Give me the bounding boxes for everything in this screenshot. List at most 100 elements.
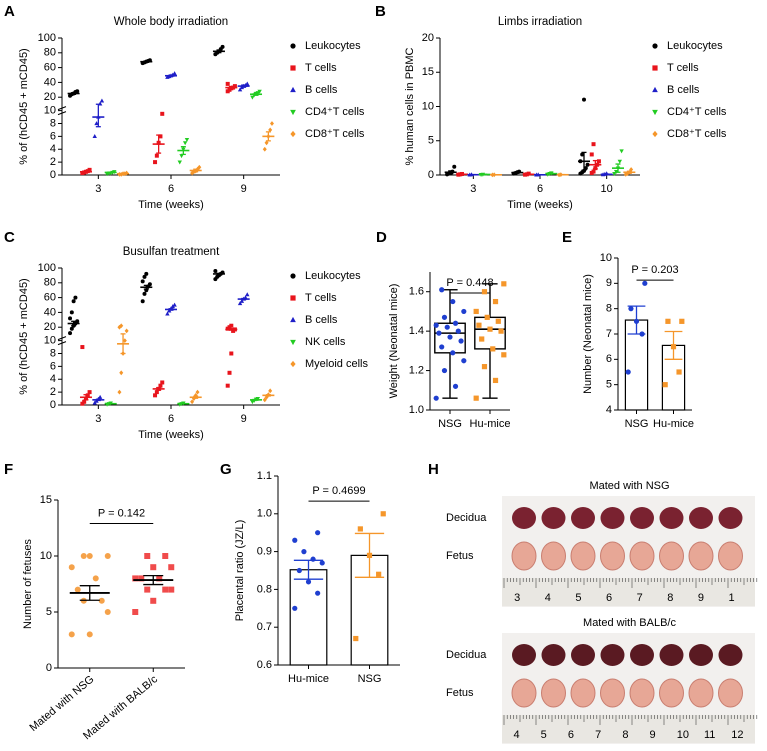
data-point xyxy=(580,152,585,157)
y-axis-label: % of (hCD45 + mCD45) xyxy=(18,278,30,394)
ruler-label: 7 xyxy=(595,729,601,741)
legend-marker xyxy=(652,109,658,116)
data-point xyxy=(87,390,92,395)
data-point xyxy=(473,308,479,315)
data-point xyxy=(237,87,243,92)
fetus xyxy=(688,541,714,571)
data-point xyxy=(623,171,628,177)
data-point xyxy=(142,291,147,296)
legend-label: CD4⁺T cells xyxy=(305,106,365,118)
fetus xyxy=(718,678,743,708)
data-point xyxy=(225,383,230,388)
decidua xyxy=(689,507,713,529)
data-point xyxy=(71,299,76,304)
x-axis-label: Time (weeks) xyxy=(138,429,204,441)
y-tick-label: 1.6 xyxy=(409,286,424,298)
data-point xyxy=(315,530,321,536)
legend-label: T cells xyxy=(305,62,337,74)
bar xyxy=(289,569,328,666)
data-point xyxy=(69,326,74,331)
data-point xyxy=(441,314,448,320)
data-point xyxy=(596,159,601,164)
data-point xyxy=(292,605,298,611)
data-point xyxy=(99,98,105,103)
y-tick-label: 60 xyxy=(44,292,56,304)
legend-marker xyxy=(290,295,296,301)
y-tick-label: 5 xyxy=(606,379,612,391)
data-point xyxy=(229,351,234,356)
data-point xyxy=(220,44,225,49)
p-value: P = 0.4699 xyxy=(312,485,365,497)
data-point xyxy=(104,553,111,559)
y-tick-label: 6 xyxy=(606,353,612,365)
fetus xyxy=(659,541,684,571)
data-point xyxy=(625,369,631,375)
fetus xyxy=(600,541,625,571)
decidua xyxy=(512,644,536,666)
data-point xyxy=(310,556,316,562)
legend-label: CD4⁺T cells xyxy=(667,106,727,118)
data-point xyxy=(490,346,496,352)
fetus xyxy=(511,541,537,571)
panel-letter: H xyxy=(428,461,439,478)
x-tick-label: NSG xyxy=(438,418,462,430)
data-point xyxy=(160,111,165,116)
x-tick-label: Mated with NSG xyxy=(27,673,96,734)
decidua xyxy=(541,644,566,666)
data-point xyxy=(168,586,175,593)
panel-letter: D xyxy=(376,229,387,246)
data-point xyxy=(484,314,490,320)
data-point xyxy=(353,635,359,642)
x-tick-label: 9 xyxy=(241,413,247,425)
data-point xyxy=(264,140,269,146)
fetus xyxy=(718,541,743,571)
box xyxy=(474,316,506,350)
x-tick-label: 6 xyxy=(537,183,543,195)
y-tick-label: 100 xyxy=(38,32,56,44)
data-point xyxy=(117,389,122,395)
y-tick-label: 20 xyxy=(44,321,56,333)
data-point xyxy=(154,390,159,395)
data-point xyxy=(140,279,145,284)
data-point xyxy=(68,316,73,321)
data-point xyxy=(144,586,151,593)
decidua xyxy=(659,507,684,529)
panel-letter: B xyxy=(375,3,386,20)
data-point xyxy=(245,292,250,297)
x-tick-label: 3 xyxy=(95,183,101,195)
data-point xyxy=(612,172,617,177)
ruler-label: 8 xyxy=(667,592,673,604)
y-tick-label: 15 xyxy=(40,494,52,506)
fetus xyxy=(541,678,566,708)
data-point xyxy=(461,358,467,364)
y-axis-label: % of (hCD45 + mCD45) xyxy=(18,48,30,164)
data-point xyxy=(619,149,624,154)
panel-letter: C xyxy=(4,229,15,246)
fetus xyxy=(688,678,714,708)
data-point xyxy=(153,160,158,165)
x-tick-label: 3 xyxy=(95,413,101,425)
data-point xyxy=(439,287,445,293)
y-tick-label: 1.1 xyxy=(257,470,272,482)
p-value: P = 0.448 xyxy=(446,277,493,289)
data-point xyxy=(296,567,302,574)
data-point xyxy=(436,330,442,336)
y-axis-label: Placental ratio (JZ/L) xyxy=(234,520,246,621)
data-point xyxy=(172,71,177,76)
data-point xyxy=(119,370,124,376)
y-tick-label: 10 xyxy=(44,105,56,117)
data-point xyxy=(150,564,157,571)
decidua xyxy=(659,644,684,666)
axis-break xyxy=(57,111,67,116)
ruler-label: 9 xyxy=(650,729,656,741)
data-point xyxy=(165,311,170,316)
x-tick-label: 10 xyxy=(601,183,613,195)
data-point xyxy=(455,328,461,334)
y-tick-label: 0 xyxy=(50,399,56,411)
data-point xyxy=(495,318,501,324)
y-tick-label: 1.0 xyxy=(409,404,424,416)
legend-marker xyxy=(290,316,296,323)
x-tick-label: 3 xyxy=(470,183,476,195)
data-point xyxy=(257,89,262,94)
y-tick-label: 20 xyxy=(422,32,434,44)
